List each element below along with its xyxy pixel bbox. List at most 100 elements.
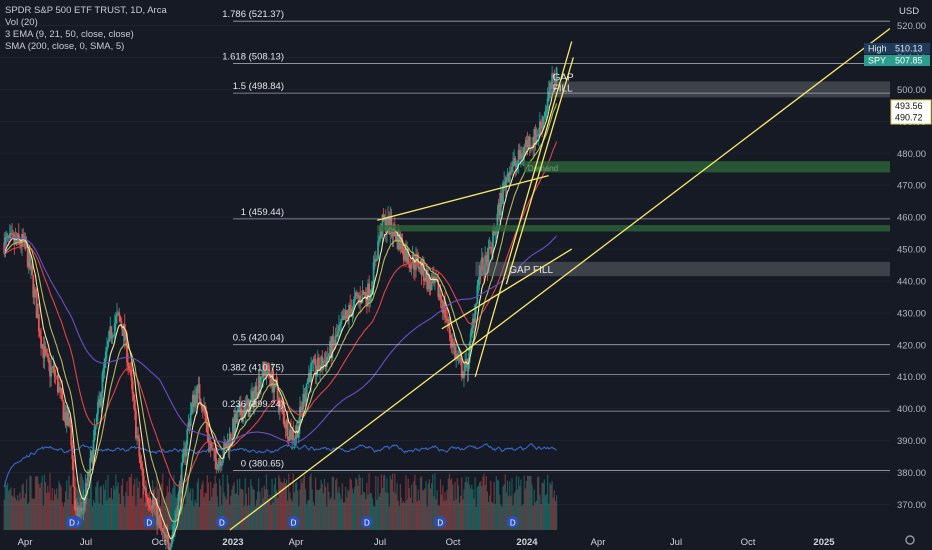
candle-body [401,240,404,254]
candle-body [318,357,320,371]
volume-bar [396,482,398,530]
y-tick-label: 500.00 [897,85,926,96]
volume-bar [94,502,96,530]
volume-bar [548,503,550,530]
volume-bar [287,500,289,530]
candle-body [30,265,32,270]
indicator-ema[interactable]: 3 EMA (9, 21, 50, close, close) [5,29,134,40]
candle-body [58,386,60,393]
volume-bar [370,492,372,530]
volume-bar [471,484,473,530]
volume-bar [108,497,110,530]
candle-body [121,327,124,336]
zone-label: GAP FILL [509,265,553,276]
volume-bar [222,474,224,530]
candle-body [124,333,127,341]
last-price-value: 507.85 [895,56,923,66]
volume-bar [354,487,356,530]
volume-bar [104,489,106,530]
candle-body [218,459,221,462]
volume-bar [425,480,427,530]
candle-body [174,519,176,527]
candle-body [169,546,172,550]
candle-body [93,426,96,441]
volume-bar [20,498,22,530]
candle-body [284,425,287,429]
volume-bar [422,490,424,530]
volume-bar [436,490,438,530]
volume-bar [263,485,265,530]
candle-body [199,399,202,406]
volume-bar [362,492,365,530]
candle-body [419,260,422,270]
candle-body [104,351,107,359]
volume-bar [447,478,449,530]
candle-body [339,323,342,327]
candle-body [255,385,258,398]
volume-bar [271,478,273,530]
candle-body [213,449,215,451]
volume-bar [418,500,420,530]
candle-body [372,261,375,289]
candle-body [378,238,381,242]
symbol-title[interactable]: SPDR S&P 500 ETF TRUST, 1D, Arca [5,5,167,16]
volume-bar [375,475,377,530]
candle-body [44,346,47,354]
volume-bar [119,504,121,530]
volume-bar [10,487,12,530]
candle-body [259,378,262,388]
volume-bar [138,481,140,530]
volume-bar [28,501,30,530]
volume-bar [319,488,321,530]
volume-bar [393,491,395,530]
indicator-volume[interactable]: Vol (20) [5,17,38,28]
candle-body [354,292,357,297]
volume-bar [495,476,497,530]
candle-body [489,246,492,248]
fib-label: 0 (380.65) [241,458,284,469]
volume-bar [165,496,167,530]
high-label-name: High [868,44,887,54]
volume-bar [242,489,244,530]
candle-body [138,438,141,457]
candle-body [316,357,319,372]
volume-bar [441,494,443,530]
volume-bar [193,506,195,530]
candle-body [323,360,326,363]
candle-body [16,233,19,242]
volume-bar [406,499,408,530]
candle-body [422,259,425,281]
candle-body [528,136,531,149]
candle-body [233,418,236,435]
candle-body [5,236,8,238]
indicator-sma[interactable]: SMA (200, close, 0, SMA, 5) [5,41,125,52]
volume-bar [44,482,47,530]
candle-body [342,315,345,320]
candle-body [336,331,339,337]
candle-body [369,294,372,302]
candle-body [488,246,491,249]
volume-bar [551,481,553,530]
candle-body [441,302,444,314]
volume-bar [239,478,241,530]
volume-bar [544,495,547,530]
x-tick-label: Apr [18,537,33,548]
volume-bar [60,486,62,530]
volume-bar [355,477,357,530]
candle-body [49,363,51,377]
candle-body [427,275,430,290]
candle-body [421,259,424,275]
candle-body [41,344,44,348]
volume-bar [201,484,203,530]
volume-bar [182,489,184,530]
volume-bar [268,498,270,530]
volume-bar [442,485,444,530]
volume-bar [258,478,260,530]
volume-bar [203,497,205,530]
volume-bar [194,499,196,530]
volume-bar [216,496,218,530]
candle-body [300,406,302,410]
candle-body [42,344,45,359]
